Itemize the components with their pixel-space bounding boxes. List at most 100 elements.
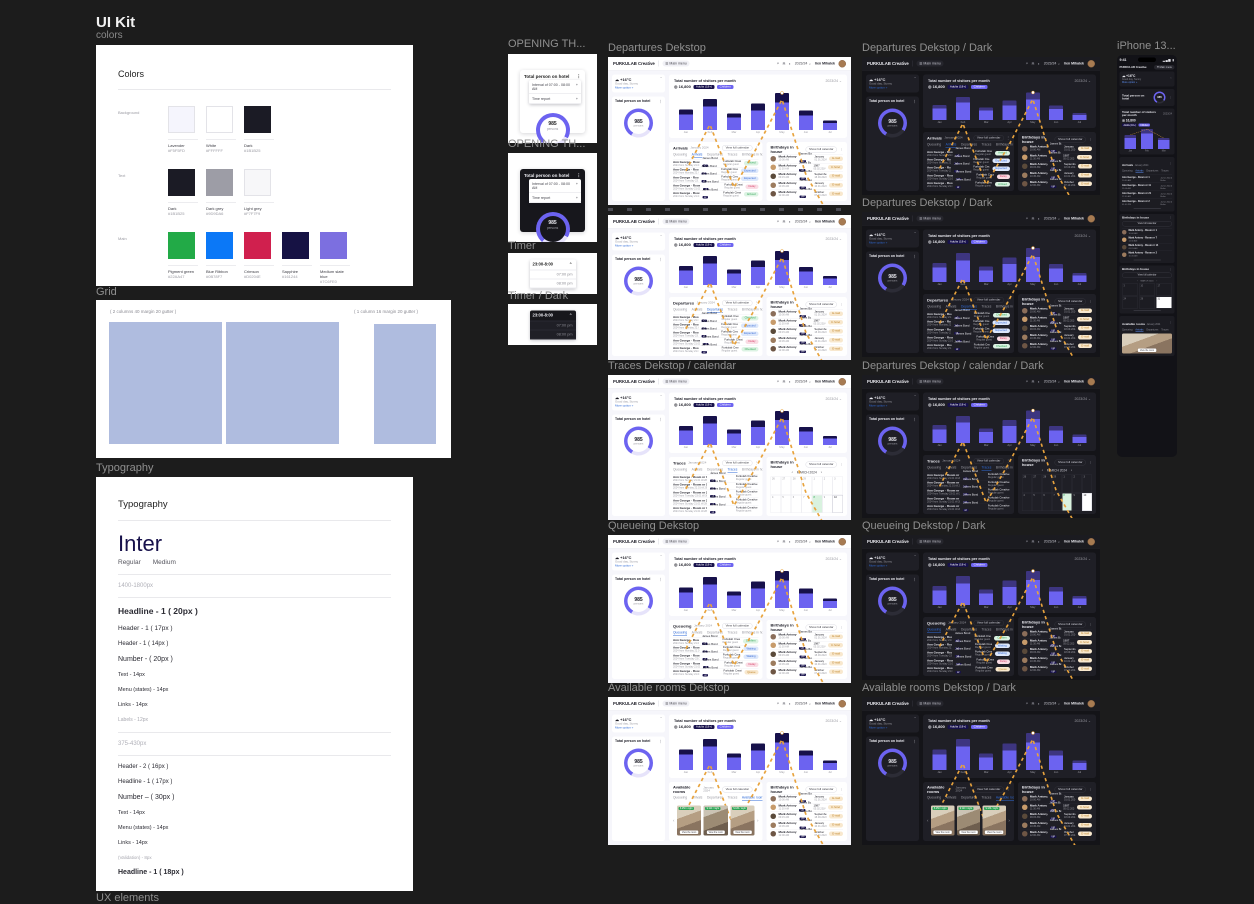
table-row[interactable]: Ann George - Room nr 3 (2) ⓘ2024 from Su…	[673, 503, 759, 514]
stacked-bar[interactable]	[822, 276, 838, 285]
calendar-day-cell[interactable]: 10	[832, 494, 843, 513]
calendar-day-cell[interactable]: 6	[1041, 492, 1052, 511]
tab-traces[interactable]: Traces	[1161, 329, 1169, 332]
dashboard-frame-label[interactable]: Queueing Dekstop / Dark	[862, 520, 986, 532]
dashboard-frame-label[interactable]: Available rooms Dekstop / Dark	[862, 682, 1016, 694]
dots-icon[interactable]: ⋮	[658, 258, 663, 262]
stacked-bar[interactable]	[1025, 92, 1040, 120]
arrow-right-icon[interactable]: ›	[1070, 469, 1073, 473]
theme-toggle-icon[interactable]: ◐	[1037, 539, 1041, 544]
calendar-day-cell[interactable]: 3	[832, 476, 843, 495]
ux-elements-frame-label[interactable]: UX elements	[96, 892, 159, 904]
room-photo[interactable]: View the room	[1122, 333, 1172, 354]
stacked-bar[interactable]	[702, 576, 718, 608]
view-full-calendar-button[interactable]: View full calendar	[722, 300, 753, 306]
calendar-day-cell[interactable]: 4	[1021, 492, 1032, 511]
bell-icon[interactable]: ⍾	[1031, 61, 1035, 66]
dots-icon[interactable]: ⋮	[755, 461, 759, 466]
dashboard-frame[interactable]: PURKULAB Creative ☰ Main menu ⌕ ⍾ ◐ 2023/24 ⌄…	[608, 375, 851, 520]
stacked-bar[interactable]	[678, 266, 694, 285]
chevron-up-icon[interactable]: ⌃	[913, 717, 917, 721]
weather-more-link[interactable]: More option +	[615, 726, 634, 730]
calendar-day-cell[interactable]: 29	[801, 476, 812, 495]
dashboard-frame[interactable]: PURKULAB Creative ☰ Main menu ⌕ ⍾ ◐ 2023/24 ⌄…	[862, 212, 1100, 357]
theme-toggle-icon[interactable]: ◐	[788, 701, 792, 706]
table-row[interactable]: Ann George - Room nr 3 (2) ⓘ2024 from Su…	[673, 188, 759, 199]
typography-frame-label[interactable]: Typography	[96, 462, 154, 474]
show-full-calendar-button[interactable]: Show full calendar	[805, 146, 837, 153]
calendar-day-cell[interactable]: 27	[1031, 474, 1042, 493]
stacked-bar[interactable]	[750, 743, 766, 770]
stacked-bar[interactable]	[1049, 587, 1064, 605]
dashboard-frame[interactable]: PURKULAB Creative ☰ Main menu ⌕ ⍾ ◐ 2023/24 ⌄…	[862, 57, 1100, 195]
dashboard-frame-label[interactable]: Departures Dekstop / calendar / Dark	[862, 360, 1044, 372]
stacked-bar[interactable]	[774, 250, 790, 285]
avatar[interactable]	[838, 699, 846, 708]
tab-traces[interactable]: Traces	[981, 628, 992, 632]
avatar[interactable]	[1087, 537, 1095, 546]
calendar-day-cell[interactable]: 4	[770, 494, 781, 513]
stacked-bar[interactable]	[1049, 105, 1064, 120]
search-icon[interactable]: ⌕	[1025, 61, 1029, 66]
weather-more-link[interactable]: More option +	[869, 726, 888, 730]
stacked-bar[interactable]	[726, 429, 742, 445]
show-full-calendar-button[interactable]: Show full calendar	[805, 461, 837, 468]
room-caption-button[interactable]: View the room	[706, 830, 725, 835]
tab-traces[interactable]: Traces	[981, 305, 992, 309]
plus-icon[interactable]: +	[575, 181, 578, 186]
iphone-frame[interactable]: 9:41 ▂▄▆ ▮ PURKULAB Creative ☰ Main menu ☁ +…	[1117, 55, 1177, 457]
date-selector[interactable]: 2023/24 ⌄	[1043, 380, 1061, 384]
search-icon[interactable]: ⌕	[1025, 216, 1029, 221]
search-icon[interactable]: ⌕	[776, 219, 780, 224]
grid-frame-label[interactable]: Grid	[96, 286, 117, 298]
dots-icon[interactable]: ⋮	[576, 74, 582, 79]
calendar-day-cell[interactable]: 8	[1061, 492, 1072, 511]
tab-arrivals[interactable]: Arrivals	[1135, 329, 1144, 332]
dashboard-frame-label[interactable]: Traces Dekstop / calendar	[608, 360, 736, 372]
arrow-right-icon[interactable]: ›	[820, 471, 822, 475]
dashboard-frame[interactable]: PURKULAB Creative ☰ Main menu ⌕ ⍾ ◐ 2023/24 ⌄…	[608, 57, 851, 205]
stacked-bar[interactable]	[678, 587, 694, 608]
chevron-up-icon[interactable]: ⌃	[659, 717, 663, 721]
tab-traces[interactable]: Traces	[727, 796, 738, 800]
date-selector[interactable]: 2023/24 ⌄	[794, 220, 812, 224]
main-menu-button[interactable]: ☰ Main menu	[916, 215, 944, 222]
stacked-bar[interactable]	[798, 588, 814, 608]
date-selector[interactable]: 2023/24 ⌄	[1043, 702, 1061, 706]
calendar-day-cell[interactable]: 26	[770, 476, 781, 495]
dots-icon[interactable]: ⋮	[755, 146, 759, 151]
room-photo[interactable]: $ 180 / night View the room	[982, 805, 1006, 836]
calendar-day-cell[interactable]: 9	[822, 494, 833, 513]
show-full-calendar-button[interactable]: Show full calendar	[805, 624, 837, 631]
chevron-up-icon[interactable]: ⌃	[1169, 77, 1172, 81]
table-row[interactable]: Ann George - Room nr 21 12:00 AM James Bon…	[1122, 190, 1172, 199]
birthday-row[interactable]: Mark Antony - Room nr 14 09:15 AM	[1122, 243, 1172, 251]
stacked-bar[interactable]	[822, 120, 838, 130]
tab-traces[interactable]: Traces	[727, 308, 738, 312]
arrow-left-icon[interactable]: ‹	[673, 818, 675, 823]
tab-queueing[interactable]: Queueing	[673, 631, 688, 636]
stacked-bar[interactable]	[1072, 273, 1087, 282]
tab-queueing[interactable]: Queueing	[673, 153, 688, 157]
dots-icon[interactable]: ⋮	[839, 148, 844, 152]
stacked-bar[interactable]	[1002, 743, 1017, 770]
dots-icon[interactable]: ⋮	[839, 626, 844, 630]
weather-more-link[interactable]: More option +	[869, 404, 888, 408]
tab-traces[interactable]: Traces	[981, 796, 992, 800]
weather-more-link[interactable]: More option +	[869, 241, 888, 245]
weather-more-link[interactable]: More option +	[869, 564, 888, 568]
tab-traces[interactable]: Traces	[981, 143, 992, 147]
room-caption-button[interactable]: View the room	[733, 830, 752, 835]
show-full-calendar-button[interactable]: Show full calendar	[1054, 459, 1086, 466]
dropdown-option[interactable]: Interval of 07:00 - 08:00 AM	[532, 82, 570, 91]
stacked-bar[interactable]	[726, 269, 742, 285]
dots-icon[interactable]: ⋮	[912, 100, 917, 104]
dots-icon[interactable]: ⋮	[839, 303, 844, 307]
date-selector[interactable]: 2023/24 ⌄	[794, 540, 812, 544]
view-full-calendar-button[interactable]: View full calendar	[973, 458, 1004, 464]
dropdown-option[interactable]: Time report	[532, 96, 551, 101]
timer-option[interactable]: 08:00 pm	[529, 330, 576, 339]
date-selector[interactable]: 2023/24 ⌄	[794, 380, 812, 384]
